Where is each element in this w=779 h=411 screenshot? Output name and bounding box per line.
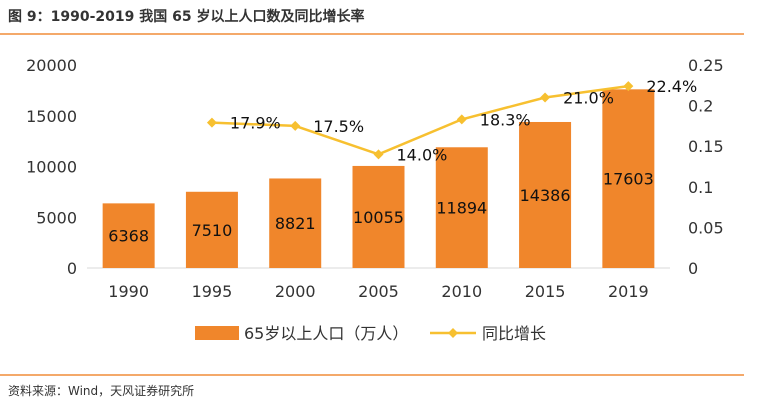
bar-series: [102, 89, 655, 268]
line-data-labels: 17.9% 17.5% 14.0% 18.3% 21.0% 22.4%: [230, 77, 697, 164]
line-point: [373, 149, 384, 160]
legend-label-bar: 65岁以上人口（万人）: [244, 324, 408, 343]
line-data-label: 17.9%: [230, 114, 281, 133]
line-point: [540, 92, 551, 103]
x-tick-label: 2015: [525, 282, 566, 301]
growth-line: [211, 84, 629, 156]
line-data-label: 17.5%: [313, 117, 364, 136]
y-left-tick-label: 0: [67, 259, 77, 278]
bar-data-label: 17603: [603, 170, 654, 189]
y-right-tick-label: 0.2: [688, 97, 713, 116]
source-note: 资料来源：Wind，天风证券研究所: [8, 384, 195, 398]
line-data-label: 21.0%: [563, 88, 614, 107]
bar-data-label: 8821: [275, 214, 316, 233]
bar-data-label: 14386: [520, 186, 571, 205]
y-right-tick-label: 0.15: [688, 137, 724, 156]
top-rule: [0, 33, 744, 35]
bar: [269, 178, 322, 268]
bar-data-label: 11894: [436, 199, 487, 218]
y-axis-left: 0 5000 10000 15000 20000: [26, 56, 77, 278]
legend-swatch-marker: [448, 328, 458, 338]
line-point: [206, 117, 217, 128]
y-left-tick-label: 5000: [36, 208, 77, 227]
legend: 65岁以上人口（万人） 同比增长: [195, 324, 546, 343]
bar-data-label: 7510: [192, 221, 233, 240]
y-right-tick-label: 0: [688, 259, 698, 278]
bar: [102, 203, 155, 268]
x-axis: 1990 1995 2000 2005 2010 2015 2019: [108, 282, 648, 301]
legend-swatch-bar: [195, 326, 239, 340]
line-data-label: 14.0%: [397, 145, 448, 164]
x-tick-label: 1995: [192, 282, 233, 301]
y-right-tick-label: 0.05: [688, 218, 724, 237]
line-point: [456, 114, 467, 125]
x-tick-label: 2005: [358, 282, 399, 301]
y-left-tick-label: 20000: [26, 56, 77, 75]
bar: [602, 89, 655, 268]
bar: [185, 191, 238, 268]
x-tick-label: 1990: [108, 282, 149, 301]
line-data-label: 18.3%: [480, 110, 531, 129]
bar: [352, 165, 405, 268]
figure-title: 图 9：1990-2019 我国 65 岁以上人口数及同比增长率: [8, 9, 365, 25]
y-right-tick-label: 0.1: [688, 178, 713, 197]
y-left-tick-label: 15000: [26, 107, 77, 126]
x-tick-label: 2019: [608, 282, 649, 301]
y-left-tick-label: 10000: [26, 158, 77, 177]
line-point: [623, 81, 634, 92]
line-series: [206, 81, 634, 160]
bar-data-labels: 6368 7510 8821 10055 11894 14386 17603: [108, 170, 654, 246]
bottom-rule: [0, 374, 744, 376]
y-axis-right: 0 0.05 0.1 0.15 0.2 0.25: [688, 56, 724, 278]
bar-data-label: 10055: [353, 208, 404, 227]
legend-label-line: 同比增长: [482, 324, 546, 343]
bar: [519, 121, 572, 268]
y-right-tick-label: 0.25: [688, 56, 724, 75]
x-tick-label: 2000: [275, 282, 316, 301]
x-tick-label: 2010: [441, 282, 482, 301]
line-data-label: 22.4%: [646, 77, 697, 96]
line-point: [290, 120, 301, 131]
bar-data-label: 6368: [108, 227, 149, 246]
bar: [435, 147, 488, 268]
